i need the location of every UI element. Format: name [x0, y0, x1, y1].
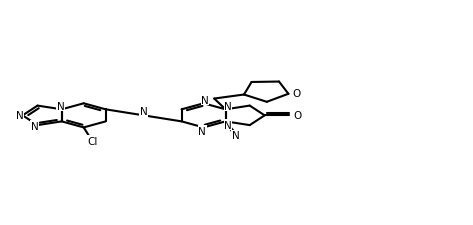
Text: O: O: [293, 110, 301, 120]
Text: O: O: [292, 89, 300, 99]
Text: Cl: Cl: [88, 136, 98, 146]
Text: N: N: [31, 121, 39, 131]
Text: N: N: [224, 101, 232, 111]
Text: N: N: [232, 131, 239, 141]
Text: N: N: [198, 126, 206, 136]
Text: N: N: [16, 110, 24, 120]
Text: N: N: [57, 101, 65, 111]
Text: N: N: [140, 107, 148, 117]
Text: N: N: [224, 120, 232, 130]
Text: N: N: [201, 96, 209, 106]
